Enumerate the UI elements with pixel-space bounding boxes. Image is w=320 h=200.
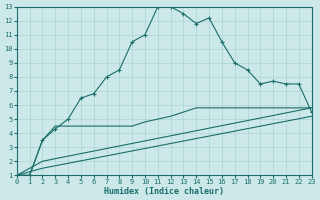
X-axis label: Humidex (Indice chaleur): Humidex (Indice chaleur) [104,187,224,196]
